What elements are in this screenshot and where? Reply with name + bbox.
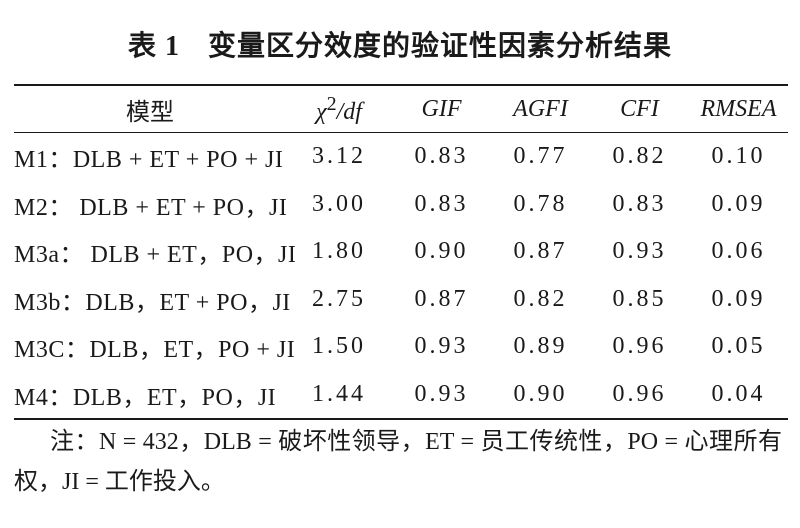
cell-model: M4：DLB，ET，PO，JI (14, 370, 286, 420)
cell-gif: 0.93 (414, 333, 469, 360)
cell-rmsea: 0.05 (711, 333, 766, 360)
cell-cfi: 0.93 (612, 238, 667, 265)
cell-chi-df: 3.12 (312, 143, 366, 170)
cell-rmsea: 0.04 (689, 370, 788, 420)
header-chi-superscript: 2 (326, 92, 337, 115)
cell-chi-df: 1.80 (312, 238, 366, 265)
cell-cfi: 0.83 (612, 190, 667, 217)
cell-gif: 0.90 (414, 238, 469, 265)
cell-model: M2： DLB + ET + PO，JI (14, 194, 288, 221)
table-row: M3C：DLB，ET，PO + JI 1.50 0.93 0.89 0.96 0… (14, 323, 788, 371)
cell-chi-df: 2.75 (312, 285, 366, 312)
cell-agfi: 0.77 (513, 143, 568, 170)
cell-agfi: 0.89 (513, 333, 568, 360)
table-row: M2： DLB + ET + PO，JI 3.00 0.83 0.78 0.83… (14, 181, 788, 229)
cell-agfi: 0.78 (513, 190, 568, 217)
cell-model: M3C：DLB，ET，PO + JI (14, 337, 296, 364)
table-row: M3b：DLB，ET + PO，JI 2.75 0.87 0.82 0.85 0… (14, 276, 788, 324)
cell-gif: 0.83 (414, 143, 469, 170)
header-cfi: CFI (590, 84, 689, 133)
cell-model: M1：DLB + ET + PO + JI (14, 147, 284, 174)
table-title: 表 1 变量区分效度的验证性因素分析结果 (0, 24, 800, 64)
cell-model: M3a： DLB + ET，PO，JI (14, 242, 297, 269)
header-gif: GIF (392, 84, 491, 133)
table-row: M3a： DLB + ET，PO，JI 1.80 0.90 0.87 0.93 … (14, 228, 788, 276)
cell-chi-df: 3.00 (312, 190, 366, 217)
cell-gif: 0.87 (414, 285, 469, 312)
cell-cfi: 0.96 (590, 370, 689, 420)
cell-rmsea: 0.06 (711, 238, 766, 265)
cell-gif: 0.93 (392, 370, 491, 420)
header-chi-symbol: χ (316, 98, 327, 125)
cell-agfi: 0.90 (491, 370, 590, 420)
cell-agfi: 0.82 (513, 285, 568, 312)
header-rmsea: RMSEA (689, 84, 788, 133)
table-caption: 变量区分效度的验证性因素分析结果 (208, 31, 673, 62)
table-row: M4：DLB，ET，PO，JI 1.44 0.93 0.90 0.96 0.04 (14, 370, 788, 420)
table-header-row: 模型 χ2/df GIF AGFI CFI RMSEA (14, 84, 788, 133)
table-row: M1：DLB + ET + PO + JI 3.12 0.83 0.77 0.8… (14, 133, 788, 181)
cell-rmsea: 0.10 (711, 143, 766, 170)
results-table: 模型 χ2/df GIF AGFI CFI RMSEA M1：DLB + ET … (14, 84, 788, 420)
header-chi-df-text: /df (336, 98, 362, 125)
cell-chi-df: 1.50 (312, 333, 366, 360)
header-chi-df: χ2/df (286, 84, 392, 133)
table-number: 表 1 (127, 31, 180, 62)
cell-gif: 0.83 (414, 190, 469, 217)
cell-cfi: 0.82 (612, 143, 667, 170)
cell-cfi: 0.96 (612, 333, 667, 360)
table-note: 注：N = 432，DLB = 破坏性领导，ET = 员工传统性，PO = 心理… (14, 429, 782, 495)
cell-cfi: 0.85 (612, 285, 667, 312)
cell-agfi: 0.87 (513, 238, 568, 265)
header-agfi: AGFI (491, 84, 590, 133)
cell-rmsea: 0.09 (711, 285, 766, 312)
header-model: 模型 (14, 84, 286, 133)
cell-rmsea: 0.09 (711, 190, 766, 217)
cell-chi-df: 1.44 (286, 370, 392, 420)
cell-model: M3b：DLB，ET + PO，JI (14, 289, 291, 316)
